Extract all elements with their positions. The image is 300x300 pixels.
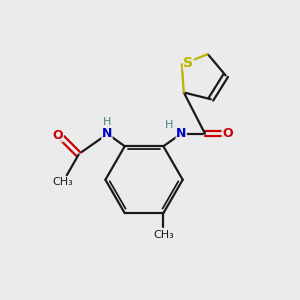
Text: N: N: [102, 127, 112, 140]
Text: O: O: [222, 127, 232, 140]
Text: O: O: [52, 129, 63, 142]
Text: H: H: [164, 120, 173, 130]
Text: N: N: [176, 127, 186, 140]
Text: S: S: [183, 56, 194, 70]
Text: CH₃: CH₃: [53, 177, 74, 187]
Text: CH₃: CH₃: [153, 230, 174, 240]
Text: H: H: [103, 117, 112, 128]
